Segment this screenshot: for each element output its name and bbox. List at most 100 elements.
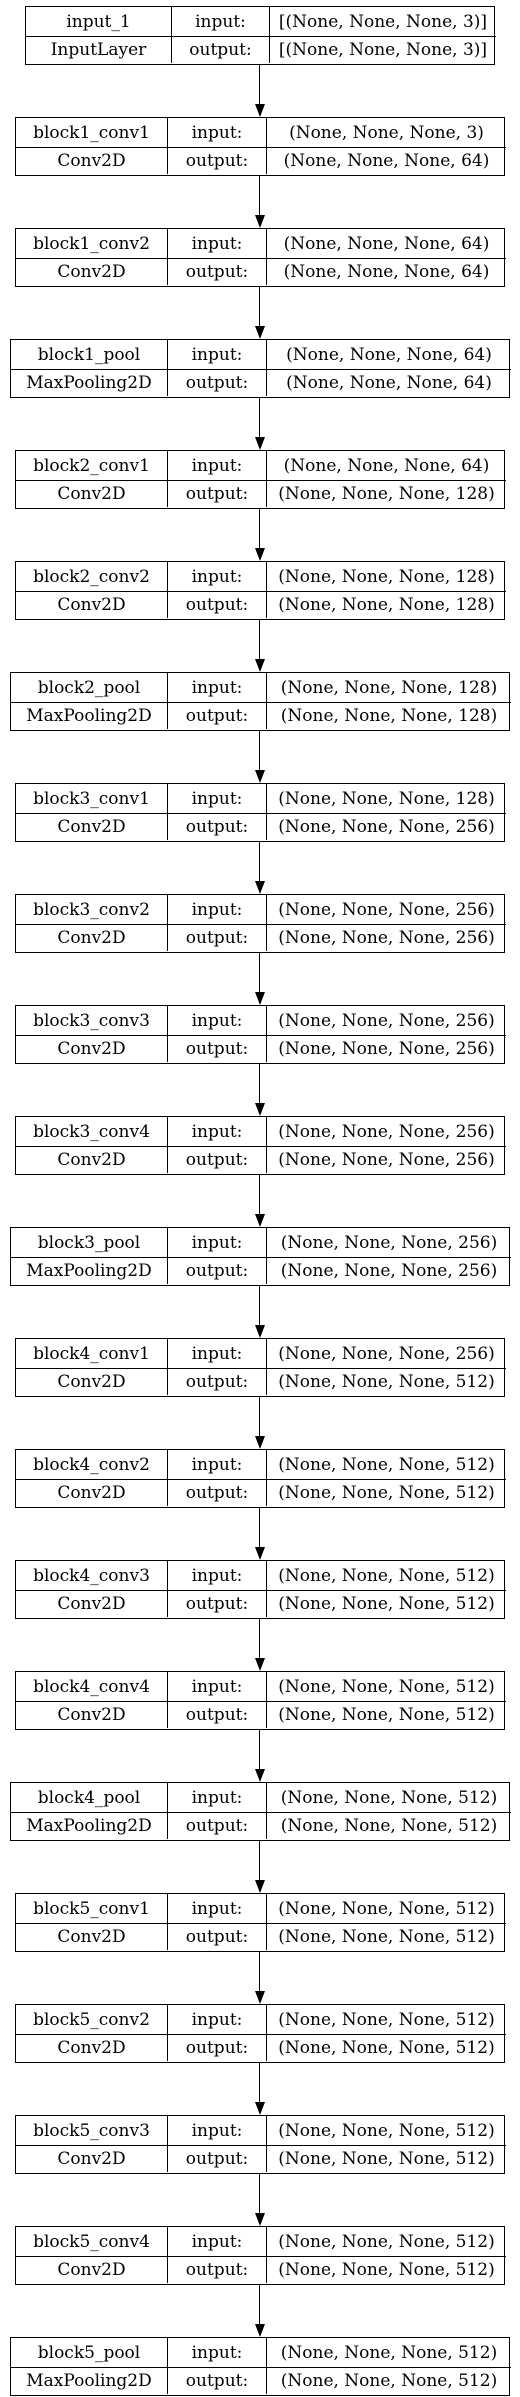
layer-name: block5_conv1 <box>33 1898 150 1919</box>
output-shape: (None, None, None, 512) <box>266 2145 506 2172</box>
output-label: output: <box>167 1812 266 1839</box>
layer-node-block3_conv4: block3_conv4 input: (None, None, None, 256… <box>15 1116 506 1175</box>
output-shape: (None, None, None, 512) <box>266 1590 506 1617</box>
edge-arrow-line <box>259 1841 261 1881</box>
layer-node-block5_conv4: block5_conv4 input: (None, None, None, 512… <box>15 2226 506 2285</box>
layer-name: block2_pool <box>37 677 141 698</box>
input-label: input: <box>171 7 269 36</box>
layer-node-block3_pool: block3_pool input: (None, None, None, 256)… <box>10 1227 511 1286</box>
input-label: input: <box>167 1894 266 1923</box>
output-label: output: <box>171 36 269 63</box>
input-label: input: <box>167 1783 266 1812</box>
output-shape: (None, None, None, 128) <box>266 591 506 618</box>
layer-node-block4_conv4: block4_conv4 input: (None, None, None, 512… <box>15 1671 506 1730</box>
edge-arrow-line <box>259 620 261 660</box>
layer-type: Conv2D <box>16 258 167 285</box>
output-label: output: <box>167 1146 266 1173</box>
layer-name: block3_conv2 <box>33 899 150 920</box>
edge-arrow-line <box>259 1952 261 1992</box>
input-shape: (None, None, None, 512) <box>266 2338 511 2367</box>
layer-name: block3_pool <box>37 1232 141 1253</box>
layer-node-block3_conv2: block3_conv2 input: (None, None, None, 256… <box>15 894 506 953</box>
input-label: input: <box>167 1339 266 1368</box>
edge-arrowhead-icon <box>255 1214 265 1227</box>
input-shape: (None, None, None, 128) <box>266 562 506 591</box>
input-label: input: <box>167 1228 266 1257</box>
output-shape: (None, None, None, 512) <box>266 2367 511 2394</box>
input-label: input: <box>167 1450 266 1479</box>
output-label: output: <box>167 702 266 729</box>
output-label: output: <box>167 1923 266 1950</box>
layer-node-block3_conv1: block3_conv1 input: (None, None, None, 128… <box>15 783 506 842</box>
layer-type: Conv2D <box>16 1701 167 1728</box>
output-shape: (None, None, None, 512) <box>266 1479 506 1506</box>
output-label: output: <box>167 147 266 174</box>
input-label: input: <box>167 2116 266 2145</box>
edge-arrowhead-icon <box>255 2102 265 2115</box>
edge-arrow-line <box>259 1286 261 1326</box>
output-label: output: <box>167 1368 266 1395</box>
edge-arrow-line <box>259 2285 261 2325</box>
edge-arrowhead-icon <box>255 1103 265 1116</box>
layer-node-block5_pool: block5_pool input: (None, None, None, 512)… <box>10 2337 511 2396</box>
layer-node-block3_conv3: block3_conv3 input: (None, None, None, 256… <box>15 1005 506 1064</box>
output-label: output: <box>167 258 266 285</box>
layer-name: block4_conv3 <box>33 1565 150 1586</box>
edge-arrow-line <box>259 65 261 105</box>
edge-arrow-line <box>259 1730 261 1770</box>
input-shape: (None, None, None, 256) <box>266 1117 506 1146</box>
input-label: input: <box>167 1006 266 1035</box>
layer-name: block3_conv1 <box>33 788 150 809</box>
layer-name: block4_conv4 <box>33 1676 150 1697</box>
input-label: input: <box>167 784 266 813</box>
input-label: input: <box>167 673 266 702</box>
output-label: output: <box>167 480 266 507</box>
edge-arrowhead-icon <box>255 1991 265 2004</box>
input-shape: (None, None, None, 3) <box>266 118 506 147</box>
layer-node-block5_conv3: block5_conv3 input: (None, None, None, 512… <box>15 2115 506 2174</box>
layer-name: block4_conv1 <box>33 1343 150 1364</box>
output-shape: (None, None, None, 64) <box>266 369 511 396</box>
edge-arrow-line <box>259 398 261 438</box>
output-label: output: <box>167 2145 266 2172</box>
layer-node-block4_pool: block4_pool input: (None, None, None, 512)… <box>10 1782 511 1841</box>
output-label: output: <box>167 813 266 840</box>
edge-arrowhead-icon <box>255 659 265 672</box>
input-shape: (None, None, None, 256) <box>266 1339 506 1368</box>
layer-node-block4_conv3: block4_conv3 input: (None, None, None, 512… <box>15 1560 506 1619</box>
layer-type: MaxPooling2D <box>11 1257 167 1284</box>
edge-arrowhead-icon <box>255 2324 265 2337</box>
input-shape: (None, None, None, 512) <box>266 1894 506 1923</box>
edge-arrowhead-icon <box>255 992 265 1005</box>
input-label: input: <box>167 118 266 147</box>
output-shape: (None, None, None, 256) <box>266 813 506 840</box>
edge-arrowhead-icon <box>255 215 265 228</box>
edge-arrowhead-icon <box>255 548 265 561</box>
layer-node-block4_conv1: block4_conv1 input: (None, None, None, 256… <box>15 1338 506 1397</box>
edge-arrowhead-icon <box>255 1880 265 1893</box>
edge-arrow-line <box>259 1508 261 1548</box>
edge-arrow-line <box>259 2174 261 2214</box>
layer-name: block1_conv2 <box>33 233 150 254</box>
edge-arrow-line <box>259 509 261 549</box>
input-label: input: <box>167 340 266 369</box>
layer-type: Conv2D <box>16 591 167 618</box>
layer-node-block1_conv2: block1_conv2 input: (None, None, None, 64)… <box>15 228 506 287</box>
layer-type: MaxPooling2D <box>11 2367 167 2394</box>
edge-arrow-line <box>259 176 261 216</box>
layer-node-block4_conv2: block4_conv2 input: (None, None, None, 512… <box>15 1449 506 1508</box>
layer-type: Conv2D <box>16 2145 167 2172</box>
layer-type: MaxPooling2D <box>11 702 167 729</box>
output-shape: (None, None, None, 512) <box>266 1368 506 1395</box>
input-label: input: <box>167 562 266 591</box>
edge-arrow-line <box>259 953 261 993</box>
input-shape: (None, None, None, 512) <box>266 1561 506 1590</box>
input-shape: (None, None, None, 256) <box>266 895 506 924</box>
input-shape: (None, None, None, 256) <box>266 1228 511 1257</box>
output-shape: (None, None, None, 512) <box>266 2034 506 2061</box>
output-shape: (None, None, None, 256) <box>266 1257 511 1284</box>
edge-arrowhead-icon <box>255 1436 265 1449</box>
layer-type: Conv2D <box>16 1590 167 1617</box>
input-shape: (None, None, None, 64) <box>266 229 506 258</box>
